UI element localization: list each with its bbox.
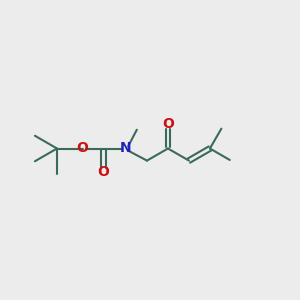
Text: O: O	[76, 142, 88, 155]
Text: N: N	[120, 142, 132, 155]
Text: O: O	[98, 166, 110, 179]
Text: O: O	[162, 118, 174, 131]
